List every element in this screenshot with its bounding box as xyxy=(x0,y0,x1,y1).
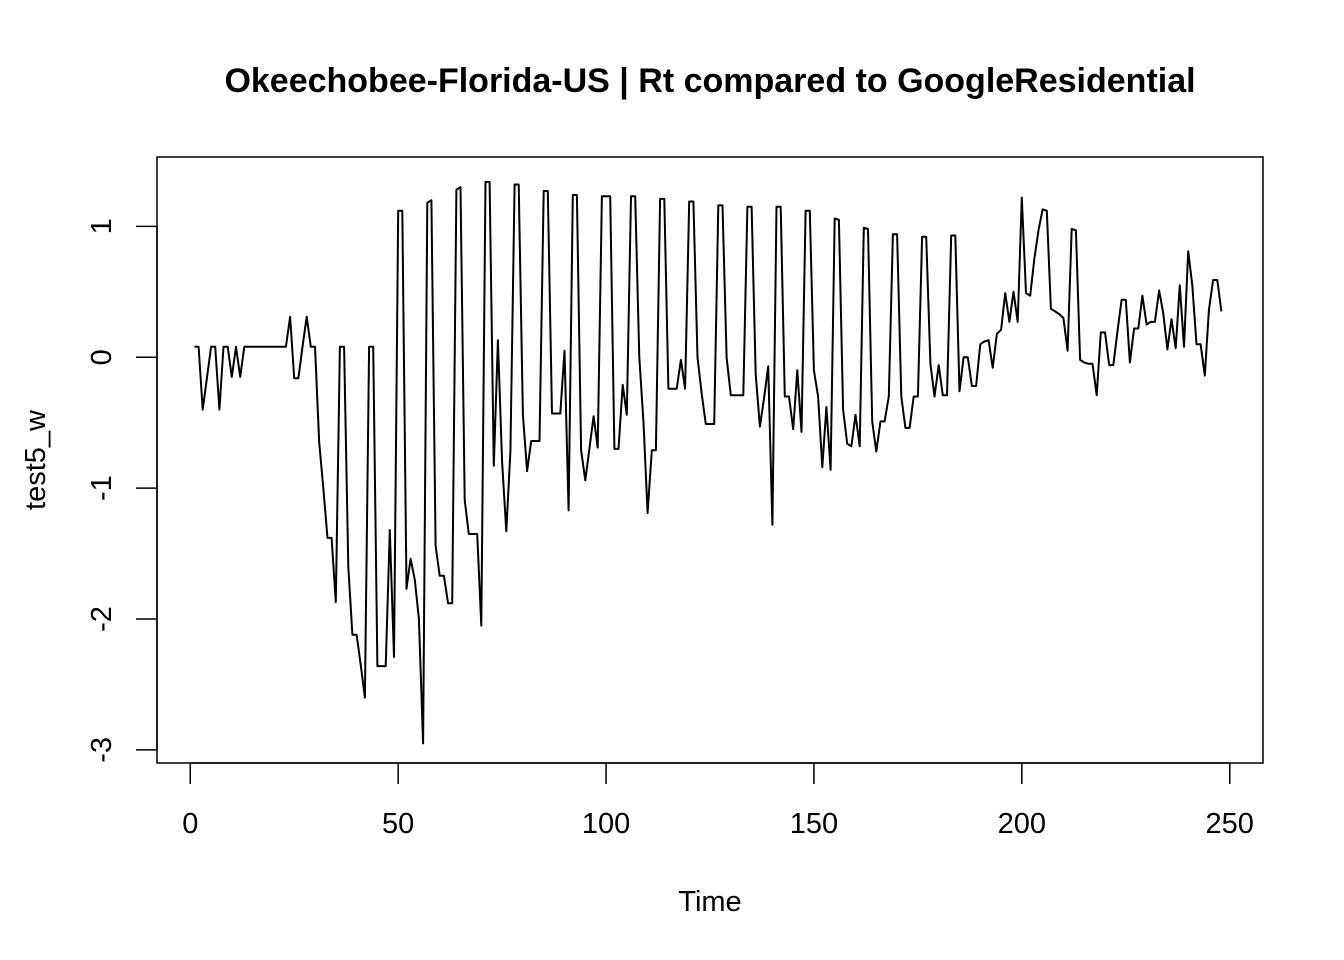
x-tick-label: 50 xyxy=(382,808,414,840)
x-tick-label: 200 xyxy=(998,808,1046,840)
y-tick-label: 1 xyxy=(86,218,118,234)
series-line-test5-w xyxy=(194,180,1223,745)
x-tick-label: 250 xyxy=(1206,808,1254,840)
x-axis: 0 50 100 150 200 250 xyxy=(182,762,1254,840)
chart-title: Okeechobee-Florida-US | Rt compared to G… xyxy=(224,62,1195,100)
y-axis: -3 -2 -1 0 1 xyxy=(86,218,158,763)
plot-frame xyxy=(156,156,1264,764)
x-tick-label: 100 xyxy=(582,808,630,840)
x-tick-label: 150 xyxy=(790,808,838,840)
y-axis-label: test5_w xyxy=(20,409,52,510)
x-tick-label: 0 xyxy=(182,808,198,840)
y-tick-label: 0 xyxy=(86,349,118,365)
y-tick-label: -2 xyxy=(86,606,118,632)
x-axis-label: Time xyxy=(678,886,741,918)
y-tick-label: -3 xyxy=(86,737,118,763)
y-tick-label: -1 xyxy=(86,475,118,501)
